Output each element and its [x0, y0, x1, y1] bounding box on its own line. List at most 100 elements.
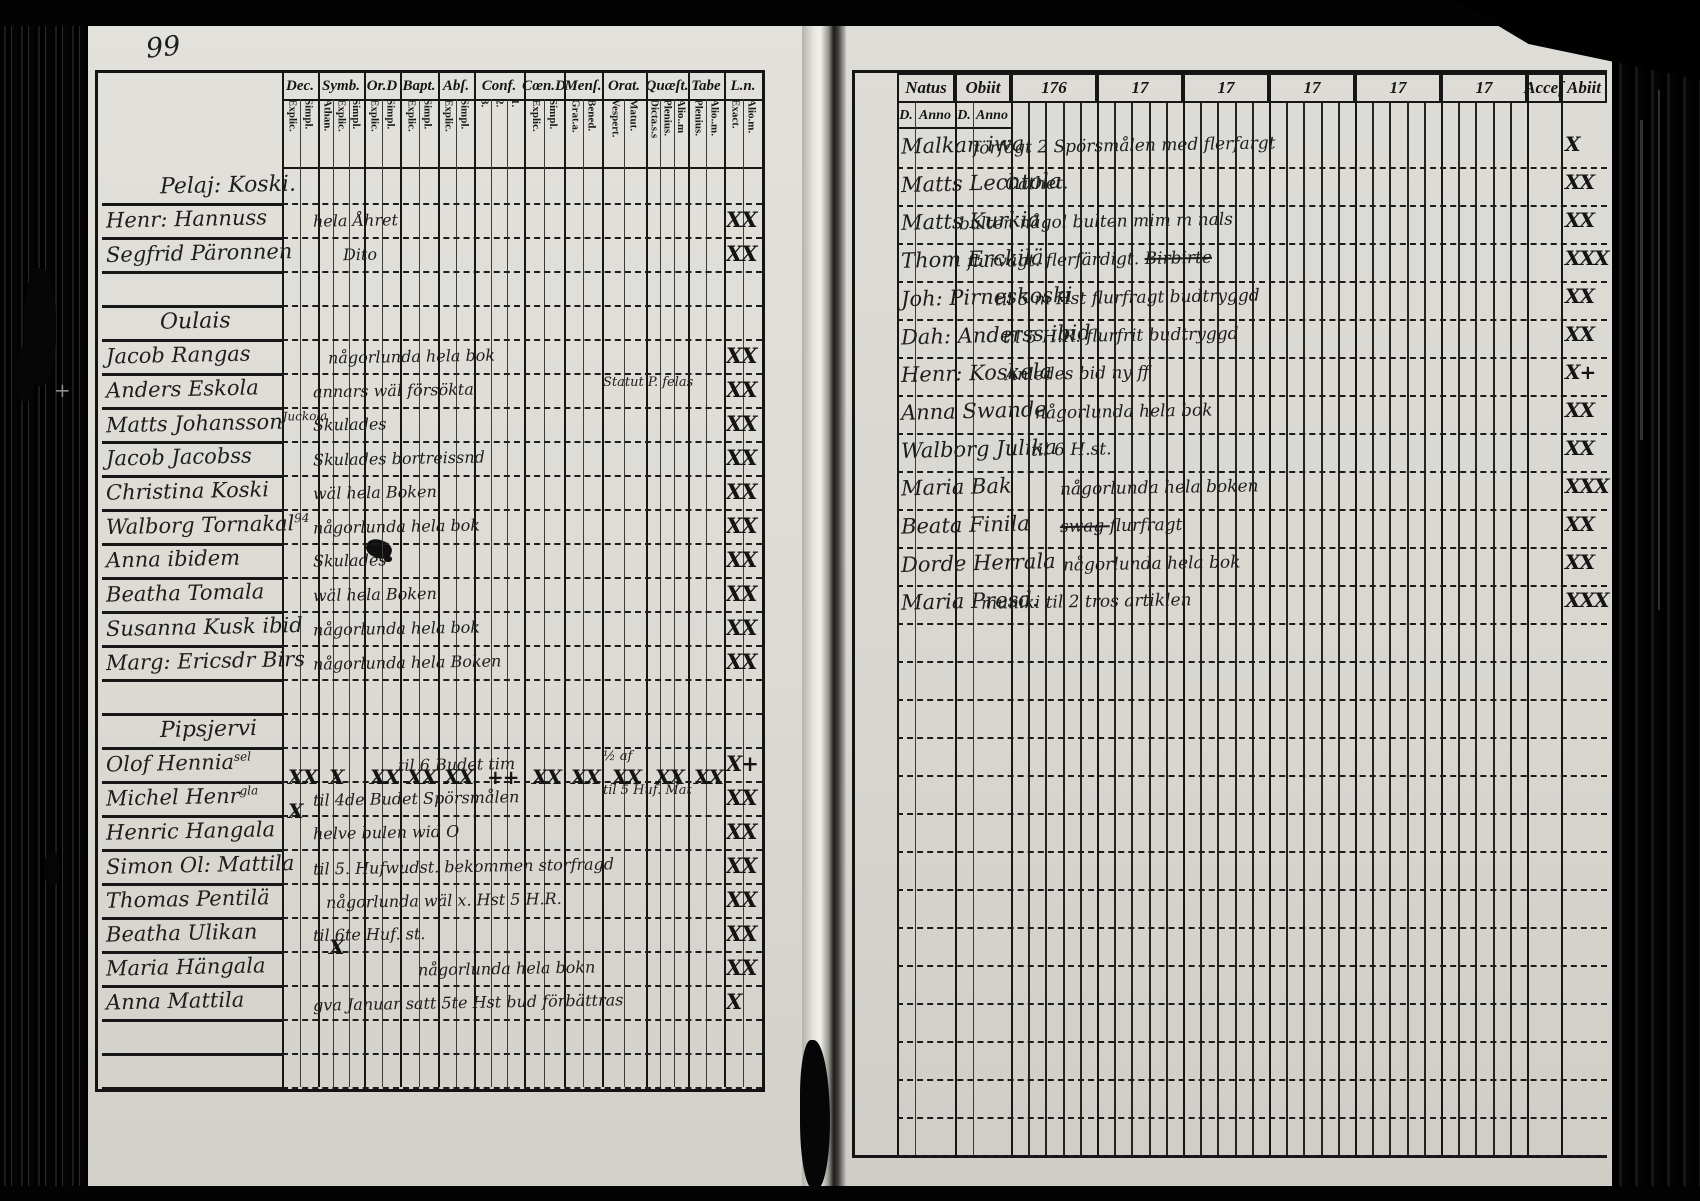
right-ledger-table: Natus Obiit 176 17 17 17 17 17 Acceſ Abiit D. Anno D…: [852, 70, 1610, 1158]
abiit-header: Abiit: [1561, 73, 1607, 103]
row-name: Matts JohanssonJuckola: [105, 408, 328, 438]
row-name: Thomas Pentilä: [105, 885, 270, 913]
column-subheader: Explic. Simpl.: [400, 99, 438, 169]
column-header: Cœn.D: [522, 73, 566, 99]
row-name: Susanna Kusk ibid: [105, 612, 303, 642]
grid-row-line: [282, 985, 762, 987]
grid-row-line: [897, 1041, 1607, 1043]
row-note: någorlunda wäl x. Hst 5 H.R.: [326, 889, 562, 912]
grid-vline: [602, 73, 604, 1087]
grid-row-line: [102, 203, 282, 206]
grid-row-line: [282, 747, 762, 749]
column-subheader-label: Simpl.: [421, 99, 434, 130]
grid-row-line: [102, 917, 282, 920]
grid-row-line: [282, 1019, 762, 1021]
column-subheader-label: Dicta.s.s: [648, 99, 661, 139]
grid-row-line: [282, 509, 762, 511]
grid-row-line: [897, 1079, 1607, 1081]
grid-row-line: [102, 815, 282, 818]
ink-blot: [384, 556, 392, 562]
row-note: någorlunda hela boken: [1060, 476, 1259, 499]
row-name: Segfrid Päronnen: [105, 239, 293, 267]
column-header: Quæſt.: [645, 73, 689, 99]
grid-row-line: [897, 243, 1607, 245]
grid-subline: [1165, 103, 1168, 1155]
grid-row-line: [282, 781, 762, 783]
grid-subline: [507, 99, 509, 1087]
row-note: til 6 H.st.: [1031, 439, 1112, 460]
natus-obiit-subheader: D.: [955, 103, 973, 129]
grid-vline: [724, 73, 726, 1087]
grid-subline: [915, 103, 916, 1155]
note-text: wäl hela Boken: [312, 583, 437, 606]
grid-subline: [348, 99, 350, 1087]
note-text: Skulades: [312, 550, 387, 571]
grid-row-line: [282, 679, 762, 681]
row-name-superscript: 94: [294, 510, 310, 526]
row-note: någorlunda hela bok: [1035, 400, 1213, 423]
grid-row-line: [897, 433, 1607, 435]
column-tally-marks: XX: [532, 765, 562, 789]
abiit-tally-marks: XX: [1565, 512, 1595, 536]
grid-row-line: [282, 373, 762, 375]
row-note: wäl hela Boken: [313, 584, 437, 605]
grid-subline: [1389, 103, 1392, 1155]
grid-row-line: [897, 965, 1607, 967]
subheader-label: D.: [899, 108, 913, 123]
grid-subline: [1303, 103, 1306, 1155]
column-subheader-label: Simpl.: [458, 99, 471, 130]
column-subheader-label: Alio..m.: [708, 99, 721, 136]
grid-vline: [1527, 103, 1529, 1155]
grid-row-line: [897, 889, 1607, 891]
year-header-label: 17: [1475, 78, 1493, 97]
subheader-label: Anno: [976, 108, 1008, 123]
grid-vline: [474, 73, 476, 1087]
grid-row-line: [282, 611, 762, 613]
row-note: wäl hela Boken: [313, 482, 437, 503]
column-subheader: Explic. Simpl.: [438, 99, 474, 169]
row-name: Marg: Ericsdr Birs: [105, 646, 306, 676]
grid-row-line: [282, 1087, 762, 1089]
column-subheader-label: Simpl.: [349, 99, 362, 130]
row-note: hela Åhret: [313, 210, 398, 230]
column-header: Menſ.: [564, 73, 602, 99]
grid-hline: [897, 127, 1011, 129]
column-subheader-label: Alio.m.: [745, 99, 758, 134]
obiit-header: Obiit: [955, 73, 1011, 103]
note-text: förfögt 2 Spörsmålen med flerfargt: [972, 133, 1276, 159]
note-text: annars wäl försökta: [312, 379, 474, 402]
column-header-label: Conf.: [481, 77, 517, 94]
subheader-label: D.: [957, 108, 971, 123]
note-text: til 6 H.st.: [1030, 439, 1112, 461]
grid-subline: [1475, 103, 1478, 1155]
column-subheader: Explic. Simpl.: [524, 99, 564, 169]
row-name: Henric Hangala: [105, 817, 276, 845]
column-subheader-label: Explic.: [530, 99, 542, 132]
grid-subline: [456, 99, 457, 1087]
column-header-label: Tabe: [691, 77, 721, 94]
column-header: Bapt.: [400, 73, 438, 99]
year-header: 17: [1355, 73, 1441, 103]
row-name: Christina Koski: [105, 477, 270, 505]
column-tally-marks: X: [329, 765, 345, 789]
note-text: Cathet.: [1004, 173, 1069, 195]
grid-row-line: [897, 281, 1607, 283]
abiit-tally-marks: XX: [1565, 322, 1595, 346]
grid-row-line: [897, 205, 1607, 207]
grid-row-line: [897, 661, 1607, 663]
year-header: 17: [1441, 73, 1527, 103]
grid-subline: [1028, 103, 1031, 1155]
grid-row-line: [897, 395, 1607, 397]
row-note: til 4de Budet Spörsmålen: [313, 787, 520, 810]
note-text: någorlunda hela Boken: [312, 651, 502, 674]
column-header-label: Quæſt.: [645, 77, 689, 94]
column-header: Dec.: [282, 73, 318, 99]
row-note: Anledes bid ny ff: [1005, 363, 1150, 386]
tally-marks: XX: [726, 343, 758, 368]
abiit-tally-marks: XX: [1565, 550, 1595, 574]
grid-row-line: [102, 305, 282, 308]
row-note: Skulades: [313, 414, 387, 434]
grid-subline: [743, 99, 744, 1087]
grid-subline: [490, 99, 492, 1087]
